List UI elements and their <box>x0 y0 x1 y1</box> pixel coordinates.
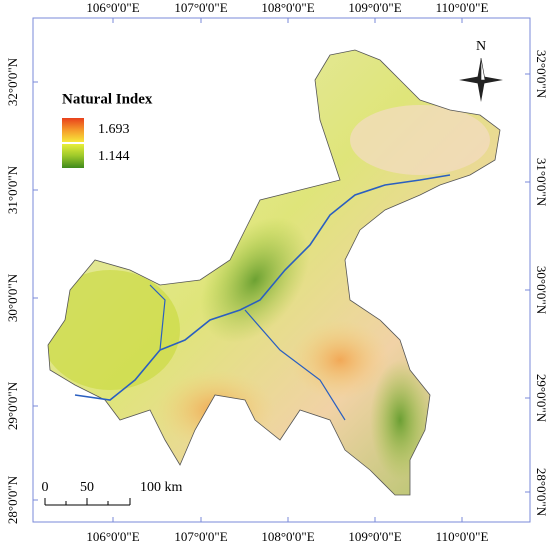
latitude-label: 30°0'0"N <box>534 266 549 315</box>
longitude-label: 109°0'0"E <box>348 529 401 544</box>
latitude-label: 30°0'0"N <box>5 273 20 322</box>
river <box>74 174 451 401</box>
north-label: N <box>476 39 486 54</box>
tributary <box>149 284 346 421</box>
latitude-label: 32°0'0"N <box>5 57 20 106</box>
latitude-label: 28°0'0"N <box>5 475 20 524</box>
longitude-label: 107°0'0"E <box>174 0 227 15</box>
longitude-label: 109°0'0"E <box>348 0 401 15</box>
longitude-label: 107°0'0"E <box>174 529 227 544</box>
scale-label: 100 km <box>140 480 183 495</box>
latitude-label: 29°0'0"N <box>5 381 20 430</box>
longitude-label: 106°0'0"E <box>86 529 139 544</box>
longitude-label: 110°0'0"E <box>436 0 489 15</box>
longitude-label: 108°0'0"E <box>261 0 314 15</box>
longitude-label: 108°0'0"E <box>261 529 314 544</box>
legend-title: Natural Index <box>62 91 153 107</box>
legend-swatch-low <box>62 144 84 168</box>
latitude-label: 31°0'0"N <box>534 158 549 207</box>
longitude-label: 106°0'0"E <box>86 0 139 15</box>
land-raster <box>48 50 500 495</box>
map-frame <box>32 17 531 523</box>
latitude-label: 32°0'0"N <box>534 50 549 99</box>
scale-bar: 0 50 100 km <box>42 480 183 506</box>
latitude-label: 28°0'0"N <box>534 468 549 517</box>
legend-low: 1.144 <box>98 149 130 164</box>
latitude-label: 31°0'0"N <box>5 165 20 214</box>
scale-label: 0 <box>42 480 49 495</box>
longitude-label: 110°0'0"E <box>436 529 489 544</box>
scale-label: 50 <box>80 480 94 495</box>
legend-high: 1.693 <box>98 122 130 137</box>
north-arrow: N <box>459 39 503 102</box>
legend-swatch-high <box>62 118 84 142</box>
latitude-label: 29°0'0"N <box>534 374 549 423</box>
